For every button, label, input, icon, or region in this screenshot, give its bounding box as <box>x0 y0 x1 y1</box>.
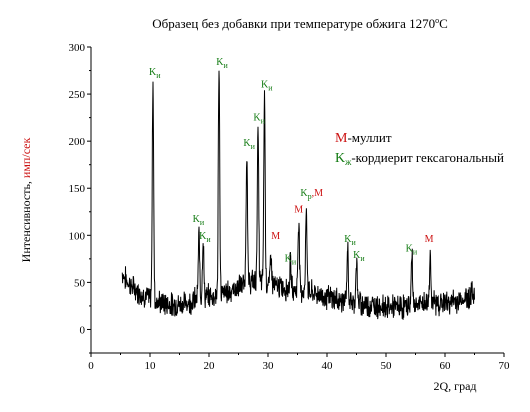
x-tick-label: 30 <box>263 360 275 372</box>
peak-label-cordierite: Kр,M <box>300 188 323 201</box>
peak-label-cordierite: Kи <box>193 214 205 227</box>
y-tick-label: 300 <box>69 42 86 54</box>
legend-entry: Kж-кордиерит гексагональный <box>335 150 504 167</box>
x-tick-label: 0 <box>88 360 94 372</box>
x-tick-label: 70 <box>499 360 511 372</box>
peak-label-cordierite: Kи <box>344 234 356 247</box>
peak-label-mullite: M <box>294 205 303 216</box>
peak-label-cordierite: Kи <box>406 243 418 256</box>
y-tick-label: 0 <box>80 324 86 336</box>
peak-label-cordierite: Kи <box>353 250 365 263</box>
peak-labels: Kи Kи Kи Kи Kи Kи Kи M Kи M Kр,M Kи Kи Kи M <box>149 57 434 267</box>
x-tick-label: 50 <box>381 360 393 372</box>
peak-label-cordierite: Kи <box>261 79 273 92</box>
peak-label-cordierite: Kи <box>216 57 228 70</box>
peak-label-cordierite: Kи <box>285 254 297 267</box>
peak-label-cordierite: Kи <box>199 231 211 244</box>
x-tick-label: 10 <box>145 360 157 372</box>
y-tick-label: 150 <box>69 183 86 195</box>
y-tick-label: 200 <box>69 136 86 148</box>
y-tick-label: 250 <box>69 89 86 101</box>
peak-label-cordierite: Kи <box>149 67 161 80</box>
chart-legend: M-муллит Kж-кордиерит гексагональный <box>335 130 504 167</box>
y-tick-label: 100 <box>69 230 86 242</box>
x-tick-label: 40 <box>322 360 334 372</box>
peak-label-cordierite: Kи <box>253 112 265 125</box>
x-axis-ticks: 0 10 20 30 40 50 60 70 <box>88 353 510 372</box>
chart-title: Образец без добавки при температуре обжи… <box>152 16 448 31</box>
y-axis-ticks: 0 50 100 150 200 250 300 <box>69 42 91 354</box>
legend-entry: M-муллит <box>335 130 392 146</box>
peak-label-mullite: M <box>271 231 280 242</box>
y-axis-label: Интенсивность, имп/сек <box>19 138 33 263</box>
x-axis-label: 2Q, град <box>433 379 476 393</box>
x-tick-label: 20 <box>204 360 216 372</box>
diffraction-pattern-line <box>121 70 475 320</box>
y-tick-label: 50 <box>74 277 86 289</box>
peak-label-mullite: M <box>425 234 434 245</box>
peak-label-cordierite: Kи <box>243 138 255 151</box>
x-tick-label: 60 <box>440 360 452 372</box>
